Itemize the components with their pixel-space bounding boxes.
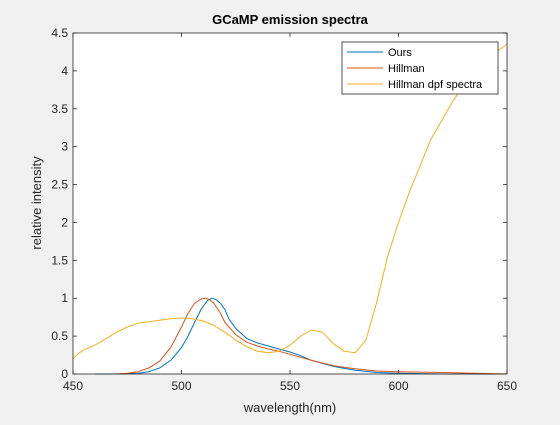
- series-line-1: [94, 297, 507, 375]
- x-tick-labels: 450 500 550 600 650: [63, 379, 517, 393]
- axis-ticks: [72, 32, 508, 375]
- series-line-3: [72, 43, 508, 360]
- y-tick-label: 3.5: [51, 102, 68, 116]
- legend-label-2: Hillman: [388, 63, 425, 75]
- y-tick-label: 2.5: [51, 178, 68, 192]
- y-tick-label: 0.5: [51, 329, 68, 343]
- y-tick-label: 0: [61, 367, 68, 381]
- y-tick-labels: 0 0.5 1 1.5 2 2.5 3 3.5 4 4.5: [51, 26, 68, 381]
- y-tick-label: 2: [61, 215, 68, 229]
- x-tick-label: 550: [280, 379, 300, 393]
- y-tick-label: 3: [61, 140, 68, 154]
- x-axis-label: wavelength(nm): [243, 400, 337, 415]
- x-tick-label: 600: [388, 379, 408, 393]
- x-tick-label: 650: [497, 379, 517, 393]
- legend-entries: Ours Hillman Hillman dpf spectra: [347, 47, 483, 91]
- x-tick-label: 450: [63, 379, 83, 393]
- series-line-2: [116, 297, 508, 375]
- y-tick-label: 1: [61, 291, 68, 305]
- chart-title: GCaMP emission spectra: [212, 12, 369, 27]
- x-tick-label: 500: [171, 379, 191, 393]
- legend-label-1: Ours: [388, 47, 412, 59]
- y-tick-label: 4.5: [51, 26, 68, 40]
- series-lines: [72, 43, 508, 375]
- y-tick-label: 1.5: [51, 253, 68, 267]
- y-tick-label: 4: [61, 64, 68, 78]
- legend-label-3: Hillman dpf spectra: [388, 79, 483, 91]
- y-axis-label: relative intensity: [29, 156, 44, 250]
- legend: Ours Hillman Hillman dpf spectra: [341, 41, 499, 95]
